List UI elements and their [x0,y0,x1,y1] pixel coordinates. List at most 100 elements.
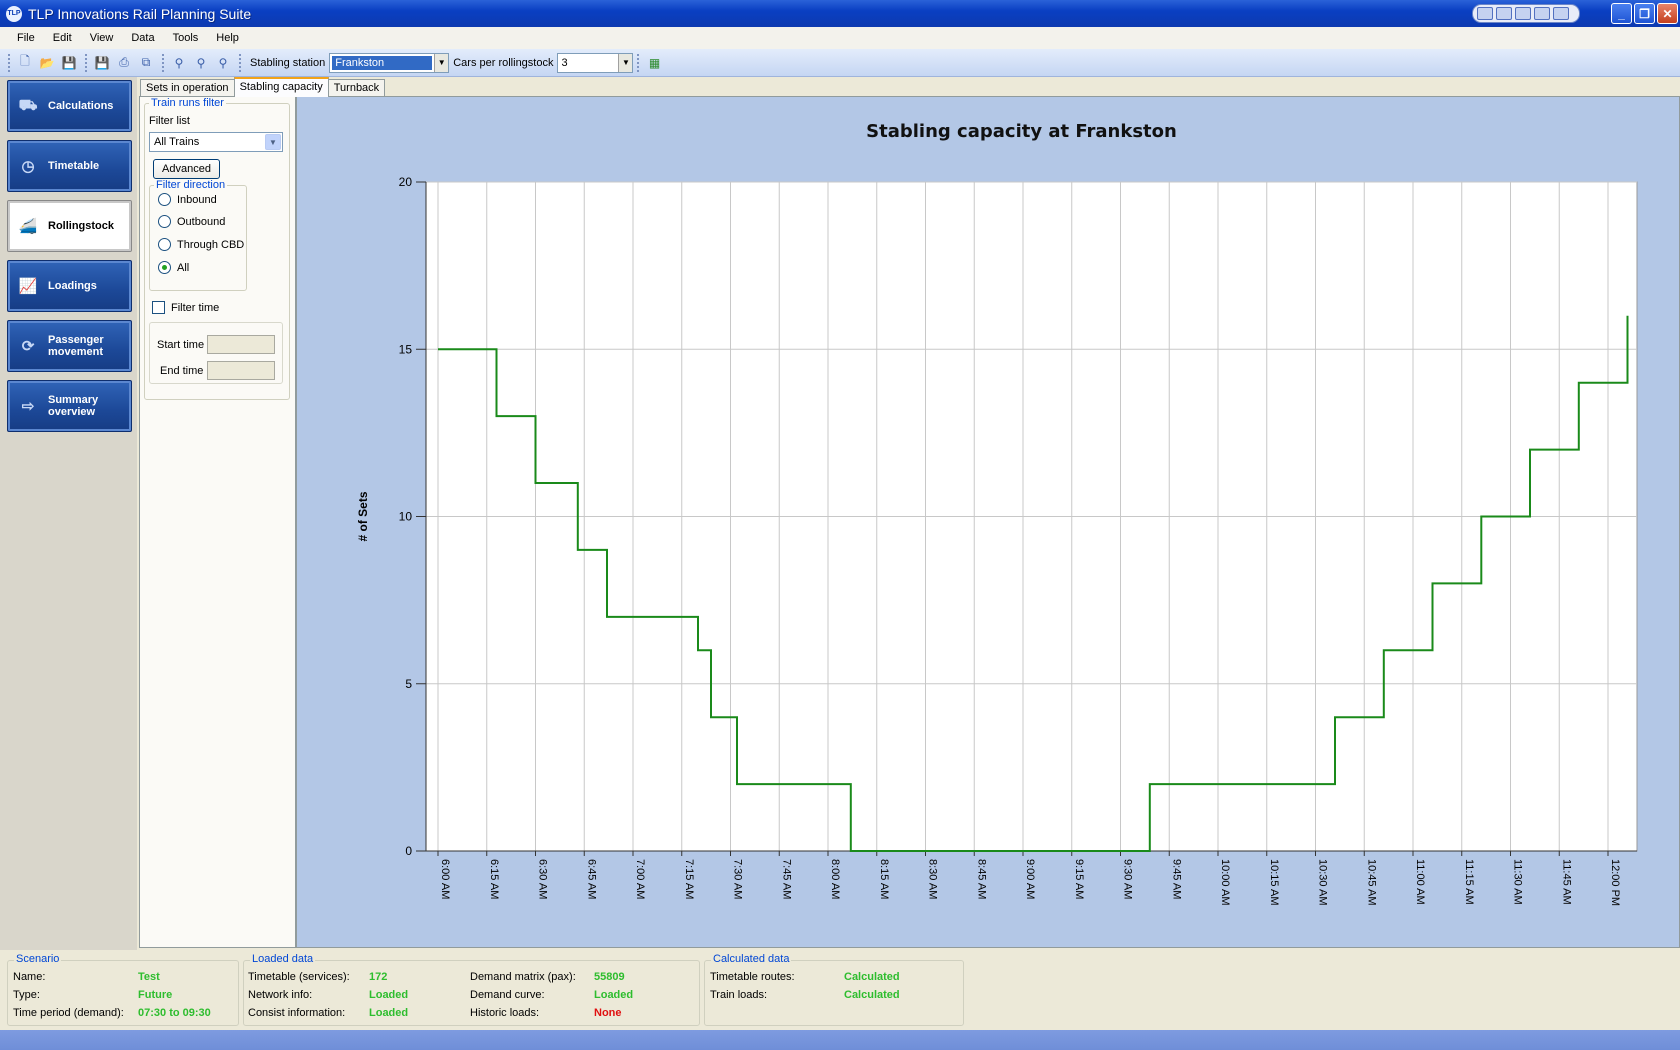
demand-curve-label: Demand curve: [470,989,545,1001]
filter-list-select[interactable]: All Trains ▼ [149,132,283,152]
arrow-right-icon: ⇨ [21,398,35,415]
tray-app-icon[interactable] [1477,7,1493,20]
open-folder-icon[interactable]: 📂 [39,55,55,70]
consist-info-label: Consist information: [248,1007,346,1019]
radio-inbound[interactable]: Inbound [158,193,217,206]
nav-label: Timetable [48,160,100,172]
x-tick-label: 12:00 PM [1609,859,1621,906]
system-tray [1472,4,1580,23]
new-file-icon[interactable]: 🗋 [20,54,30,68]
tab-stabling-capacity[interactable]: Stabling capacity [233,77,329,97]
cars-per-rollingstock-select[interactable]: 3 ▼ [557,52,634,73]
x-tick-label: 9:45 AM [1170,859,1182,899]
copy-icon[interactable]: ⧉ [141,55,151,69]
stabling-station-select[interactable]: Frankston ▼ [329,52,450,73]
x-tick-label: 11:45 AM [1560,859,1572,905]
radio-button[interactable] [158,261,171,274]
toolbar-separator [85,53,88,72]
menu-view[interactable]: View [89,32,114,44]
menu-data[interactable]: Data [131,32,155,44]
scenario-period-value: 07:30 to 09:30 [138,1007,211,1019]
tab-turnback[interactable]: Turnback [327,79,386,97]
timetable-routes-value: Calculated [844,971,900,983]
scenario-period-label: Time period (demand): [13,1007,124,1019]
zoom-in-icon[interactable]: ⚲ [196,55,206,70]
toolbar: 🗋 📂 💾 💾 ⎙ ⧉ ⚲ ⚲ ⚲ Stabling station Frank… [0,49,1680,77]
chevron-down-icon[interactable]: ▼ [434,53,449,72]
close-icon[interactable]: ✕ [1657,3,1678,24]
toolbar-grip[interactable] [8,53,11,72]
x-tick-label: 9:15 AM [1073,859,1085,899]
tray-app-icon[interactable] [1496,7,1512,20]
scenario-title: Scenario [14,953,62,965]
x-tick-label: 7:00 AM [634,859,646,899]
demand-matrix-value: 55809 [594,971,625,983]
save-icon[interactable]: 💾 [61,55,77,70]
radio-through-cbd[interactable]: Through CBD [158,238,244,251]
network-info-value: Loaded [369,989,409,1001]
nav-calculations[interactable]: ⛟ Calculations [7,80,132,132]
menu-tools[interactable]: Tools [172,32,199,44]
demand-matrix-label: Demand matrix (pax): [470,971,576,983]
toolbar-separator [162,53,165,72]
zoom-icon[interactable]: ⚲ [174,55,184,70]
scenario-type-value: Future [138,989,173,1001]
menu-file[interactable]: File [17,32,35,44]
filter-time-checkbox-row[interactable]: Filter time [152,301,219,314]
taskbar [0,1030,1680,1050]
x-tick-label: 6:15 AM [488,859,500,899]
chart-line-icon: 📈 [18,278,38,295]
train-loads-value: Calculated [844,989,900,1001]
end-time-input[interactable] [207,361,275,380]
print-icon[interactable]: ⎙ [119,55,129,69]
menu-edit[interactable]: Edit [52,32,72,44]
tray-app-icon[interactable] [1534,7,1550,20]
nav-summary-overview[interactable]: ⇨ Summary overview [7,380,132,432]
advanced-button[interactable]: Advanced [153,159,220,179]
status-area: Scenario Name: Test Type: Future Time pe… [0,950,1680,1030]
series-line [438,315,1629,852]
timetable-services-label: Timetable (services): [248,971,350,983]
tab-sets-in-operation[interactable]: Sets in operation [140,79,235,97]
chevron-down-icon[interactable]: ▼ [618,53,633,72]
tray-app-icon[interactable] [1515,7,1531,20]
radio-label: Outbound [177,215,226,228]
tray-app-icon[interactable] [1553,7,1569,20]
x-tick-label: 7:45 AM [780,859,792,899]
start-time-label: Start time [157,339,205,351]
scenario-group: Scenario Name: Test Type: Future Time pe… [7,953,239,1026]
nav-label: Passenger movement [48,334,104,358]
y-tick-label: 0 [405,844,412,858]
nav-label: Rollingstock [48,220,115,232]
restore-icon[interactable]: ❐ [1634,3,1655,24]
radio-button[interactable] [158,193,171,206]
window-title: TLP Innovations Rail Planning Suite [28,5,252,22]
save-as-icon[interactable]: 💾 [94,55,110,70]
export-icon[interactable]: ▦ [648,55,661,70]
x-tick-label: 10:15 AM [1268,859,1280,905]
nav-timetable[interactable]: ◷ Timetable [7,140,132,192]
radio-all[interactable]: All [158,261,189,274]
nav-label: Loadings [48,280,97,292]
filter-time-checkbox[interactable] [152,301,165,314]
nav-rollingstock[interactable]: 🚄 Rollingstock [7,200,132,252]
radio-button[interactable] [158,215,171,228]
calculated-data-title: Calculated data [711,953,792,965]
start-time-input[interactable] [207,335,275,354]
minimize-icon[interactable]: _ [1611,3,1632,24]
x-tick-label: 11:15 AM [1463,859,1475,905]
network-info-label: Network info: [248,989,313,1001]
y-axis-label: # of Sets [356,491,370,541]
nav-passenger-movement[interactable]: ⟳ Passenger movement [7,320,132,372]
radio-outbound[interactable]: Outbound [158,215,225,228]
filter-direction-group: Filter direction [149,179,247,291]
zoom-out-icon[interactable]: ⚲ [218,55,228,70]
x-tick-label: 9:30 AM [1122,859,1134,899]
menu-help[interactable]: Help [216,32,239,44]
x-tick-label: 8:45 AM [975,859,987,899]
train-runs-filter-group: Train runs filter [144,97,290,400]
chevron-down-icon[interactable]: ▼ [265,134,281,150]
nav-loadings[interactable]: 📈 Loadings [7,260,132,312]
y-tick-label: 15 [399,342,413,356]
radio-button[interactable] [158,238,171,251]
